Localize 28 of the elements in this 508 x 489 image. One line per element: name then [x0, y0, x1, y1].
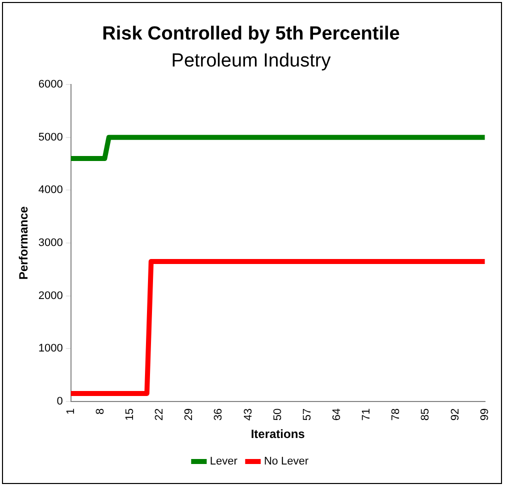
- y-tick-label: 1000: [38, 342, 63, 355]
- y-axis-title: Performance: [16, 206, 31, 280]
- x-tick-label: 64: [331, 408, 343, 421]
- chart-subtitle: Petroleum Industry: [171, 50, 332, 72]
- x-tick-label: 85: [420, 408, 432, 421]
- x-axis-title: Iterations: [250, 427, 306, 442]
- y-tick-label: 5000: [38, 131, 63, 144]
- y-tick-label: 6000: [38, 78, 63, 91]
- x-tick-label: 43: [242, 408, 254, 421]
- x-tick-label: 8: [94, 408, 106, 414]
- y-tick-label: 3000: [38, 237, 63, 250]
- y-tick-label: 0: [56, 395, 63, 408]
- x-tick-label: 92: [449, 408, 462, 421]
- legend-label: Lever: [210, 456, 238, 468]
- x-tick-label: 57: [301, 408, 314, 421]
- x-tick-label: 71: [360, 408, 373, 421]
- x-tick-label: 22: [154, 408, 166, 421]
- chart-title: Risk Controlled by 5th Percentile: [102, 24, 400, 45]
- x-tick-label: 1: [64, 408, 77, 414]
- y-tick-label: 2000: [38, 290, 63, 302]
- x-tick-label: 15: [124, 408, 136, 421]
- x-tick-label: 29: [183, 408, 196, 421]
- x-tick-label: 99: [478, 408, 491, 421]
- x-tick-label: 36: [212, 408, 225, 421]
- x-tick-label: 50: [272, 408, 284, 421]
- x-tick-label: 78: [390, 408, 402, 421]
- y-tick-label: 4000: [38, 184, 63, 196]
- legend-label: No Lever: [264, 456, 309, 468]
